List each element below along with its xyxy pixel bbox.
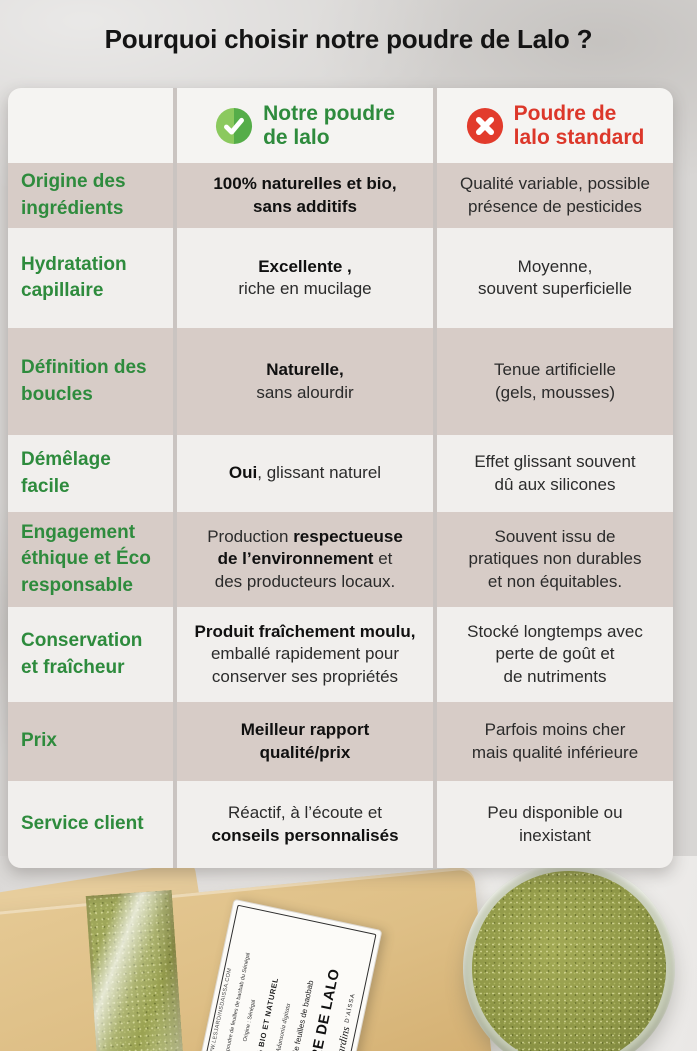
standard-cell: Parfois moins cher mais qualité inférieu… bbox=[437, 702, 673, 781]
row-label-cell: Définition des boucles bbox=[8, 328, 173, 435]
standard-cell: Qualité variable, possible présence de p… bbox=[437, 163, 673, 228]
standard-cell: Moyenne, souvent superficielle bbox=[437, 228, 673, 328]
label-latin-name: Adansonia digitata bbox=[274, 1002, 292, 1051]
ours-text: Oui, glissant naturel bbox=[228, 463, 382, 483]
row-label: Service client bbox=[21, 813, 144, 835]
check-icon bbox=[216, 107, 253, 144]
row-label: Prix bbox=[21, 730, 57, 752]
standard-text: Effet glissant souvent dû aux silicones bbox=[474, 452, 636, 494]
ours-text: Produit fraîchement moulu, emballé rapid… bbox=[194, 621, 416, 686]
row-label-cell: Hydratation capillaire bbox=[8, 228, 173, 328]
ours-text: Naturelle, sans alourdir bbox=[256, 360, 354, 402]
ours-cell: Naturelle, sans alourdir bbox=[177, 328, 433, 435]
standard-cell: Peu disponible ou inexistant bbox=[437, 781, 673, 868]
standard-cell: Effet glissant souvent dû aux silicones bbox=[437, 435, 673, 512]
ours-text: Réactif, à l’écoute et conseils personna… bbox=[211, 803, 399, 845]
ours-cell: Réactif, à l’écoute et conseils personna… bbox=[177, 781, 433, 868]
glass-bowl bbox=[463, 862, 675, 1051]
row-label-cell: Prix bbox=[8, 702, 173, 781]
ours-text: Production respectueuse de l’environneme… bbox=[207, 526, 403, 591]
brand-name-script: Les jardins bbox=[331, 1025, 353, 1051]
comparison-table: Notre poudre de lalo Poudre de lalo stan… bbox=[8, 88, 673, 868]
ours-text: Excellente , riche en mucilage bbox=[238, 256, 372, 298]
header-empty-cell bbox=[8, 88, 173, 163]
lalo-powder bbox=[472, 871, 666, 1051]
brand-name-caps: D’AÏSSA bbox=[344, 992, 358, 1024]
ours-cell: 100% naturelles et bio, sans additifs bbox=[177, 163, 433, 228]
standard-cell: Tenue artificielle (gels, mousses) bbox=[437, 328, 673, 435]
standard-text: Peu disponible ou inexistant bbox=[487, 803, 623, 845]
header-ours: Notre poudre de lalo bbox=[177, 88, 433, 163]
ours-cell: Produit fraîchement moulu, emballé rapid… bbox=[177, 607, 433, 702]
row-label: Définition des boucles bbox=[21, 357, 147, 405]
header-standard: Poudre de lalo standard bbox=[437, 88, 673, 163]
standard-cell: Souvent issu de pratiques non durables e… bbox=[437, 512, 673, 607]
header-standard-label: Poudre de lalo standard bbox=[513, 101, 645, 149]
standard-text: Tenue artificielle (gels, mousses) bbox=[494, 360, 616, 402]
ours-cell: Oui, glissant naturel bbox=[177, 435, 433, 512]
standard-text: Moyenne, souvent superficielle bbox=[477, 256, 633, 298]
standard-cell: Stocké longtemps avec perte de goût et d… bbox=[437, 607, 673, 702]
ours-cell: Meilleur rapport qualité/prix bbox=[177, 702, 433, 781]
row-label: Engagement éthique et Éco responsable bbox=[21, 522, 151, 596]
ours-text: 100% naturelles et bio, sans additifs bbox=[213, 174, 397, 216]
row-label-cell: Origine des ingrédients bbox=[8, 163, 173, 228]
row-label-cell: Engagement éthique et Éco responsable bbox=[8, 512, 173, 607]
row-label: Origine des ingrédients bbox=[21, 171, 126, 219]
row-label: Démêlage facile bbox=[21, 449, 111, 497]
standard-text: Parfois moins cher mais qualité inférieu… bbox=[471, 720, 639, 762]
standard-text: Qualité variable, possible présence de p… bbox=[460, 174, 650, 216]
ours-text: Meilleur rapport qualité/prix bbox=[240, 720, 370, 762]
cross-icon bbox=[466, 107, 503, 144]
row-label: Hydratation capillaire bbox=[21, 253, 127, 301]
standard-text: Souvent issu de pratiques non durables e… bbox=[468, 526, 642, 591]
product-photo: WWW.LESJARDINSDAISSA.COM Ingrédients : p… bbox=[0, 856, 697, 1051]
page-title: Pourquoi choisir notre poudre de Lalo ? bbox=[104, 24, 593, 54]
ours-cell: Production respectueuse de l’environneme… bbox=[177, 512, 433, 607]
standard-text: Stocké longtemps avec perte de goût et d… bbox=[467, 621, 643, 686]
row-label: Conservation et fraîcheur bbox=[21, 630, 143, 678]
label-origin: Origine : Sénégal bbox=[242, 999, 258, 1043]
row-label-cell: Service client bbox=[8, 781, 173, 868]
header-ours-label: Notre poudre de lalo bbox=[263, 101, 395, 149]
ours-cell: Excellente , riche en mucilage bbox=[177, 228, 433, 328]
bag-window-powder bbox=[85, 890, 190, 1051]
row-label-cell: Démêlage facile bbox=[8, 435, 173, 512]
row-label-cell: Conservation et fraîcheur bbox=[8, 607, 173, 702]
